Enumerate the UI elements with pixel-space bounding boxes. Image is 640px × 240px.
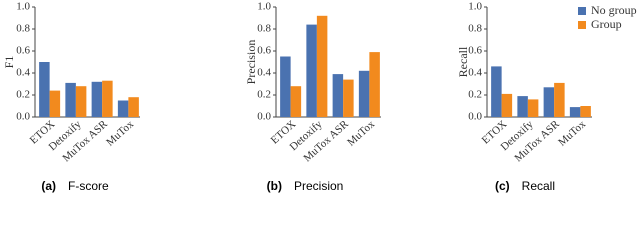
- legend-swatch: [578, 21, 586, 29]
- caption-label: (a): [41, 179, 56, 193]
- bar: [39, 62, 50, 117]
- y-tick-label: 0.2: [257, 89, 271, 101]
- y-tick-label: 0.8: [468, 23, 482, 35]
- caption-text: Precision: [294, 179, 343, 193]
- bar: [49, 90, 61, 117]
- y-axis-label: Precision: [244, 40, 258, 85]
- y-tick-label: 0.6: [16, 45, 30, 57]
- bar: [543, 87, 555, 117]
- bar: [316, 15, 328, 117]
- bar: [91, 81, 103, 117]
- bar: [517, 96, 528, 117]
- y-tick-label: 1.0: [468, 1, 482, 13]
- legend-swatch: [578, 7, 586, 15]
- bar: [491, 66, 502, 117]
- caption: (b) Precision: [267, 179, 344, 193]
- caption: (a) F-score: [41, 179, 109, 193]
- bar: [527, 99, 539, 117]
- caption-label: (c): [495, 179, 510, 193]
- bar: [332, 74, 344, 117]
- x-tick-label: MuTox: [104, 118, 136, 149]
- y-tick-label: 1.0: [257, 1, 271, 13]
- bar: [554, 82, 565, 117]
- page: {"chart_data": [ {"type": "bar", "ylabel…: [1, 0, 637, 194]
- y-tick-label: 0.0: [257, 111, 271, 123]
- bar: [358, 70, 370, 117]
- bar: [290, 86, 302, 117]
- caption-label: (b): [267, 179, 282, 193]
- y-tick-label: 1.0: [16, 1, 30, 13]
- y-axis-label: F1: [2, 56, 16, 69]
- caption-text: F-score: [68, 179, 109, 193]
- y-tick-label: 0.4: [257, 67, 271, 79]
- bar: [280, 56, 291, 117]
- bar: [369, 52, 380, 117]
- y-tick-label: 0.8: [16, 23, 30, 35]
- bar: [65, 82, 76, 117]
- y-tick-label: 0.2: [468, 89, 482, 101]
- y-tick-label: 0.2: [16, 89, 30, 101]
- y-tick-label: 0.6: [468, 45, 482, 57]
- y-tick-label: 0.0: [468, 111, 482, 123]
- y-tick-label: 0.4: [16, 67, 30, 79]
- caption: (c) Recall: [495, 179, 555, 193]
- bar: [306, 24, 317, 118]
- bar: [75, 86, 87, 117]
- bar: [102, 80, 113, 117]
- y-axis-label: Recall: [456, 46, 470, 77]
- y-tick-label: 0.8: [257, 23, 271, 35]
- bar: [128, 97, 139, 117]
- bar: [343, 79, 354, 117]
- x-tick-label: MuTox: [345, 118, 377, 149]
- y-tick-label: 0.6: [257, 45, 271, 57]
- caption-text: Recall: [522, 179, 555, 193]
- legend-label: No group: [591, 3, 637, 17]
- y-tick-label: 0.4: [468, 67, 482, 79]
- legend-label: Group: [591, 17, 622, 31]
- bar: [117, 100, 129, 117]
- y-tick-label: 0.0: [16, 111, 30, 123]
- bar: [580, 106, 591, 117]
- x-tick-label: MuTox: [556, 118, 588, 149]
- bar: [569, 107, 581, 117]
- bar: [501, 93, 513, 117]
